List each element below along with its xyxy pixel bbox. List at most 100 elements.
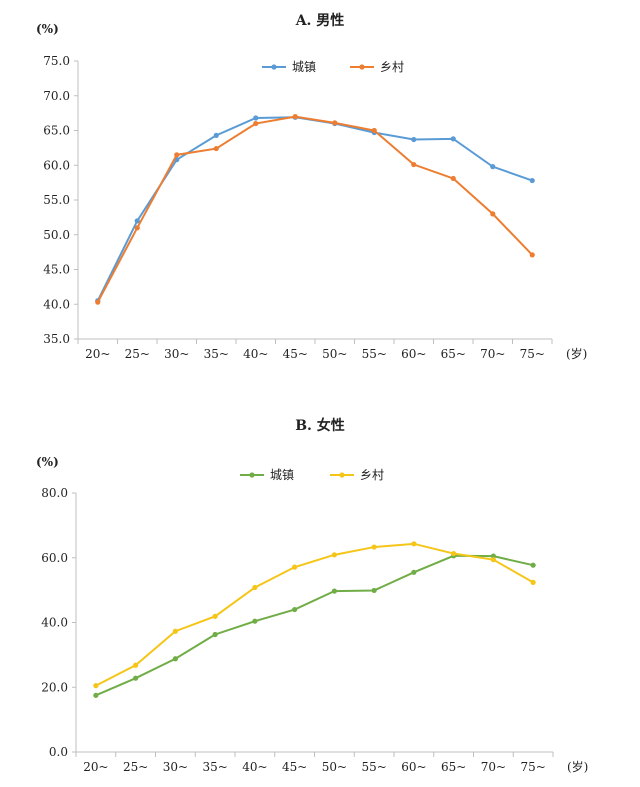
data-point	[134, 218, 140, 224]
x-tick-label: 25~	[123, 760, 148, 774]
legend-marker	[249, 472, 255, 478]
x-tick-label: 65~	[441, 347, 466, 361]
y-axis-unit: (%)	[36, 455, 59, 469]
data-point	[253, 120, 259, 127]
y-tick-label: 65.0	[43, 124, 70, 138]
y-tick-label: 35.0	[43, 332, 70, 346]
data-point	[172, 628, 178, 634]
x-axis-unit: (岁)	[567, 759, 588, 774]
data-point	[490, 557, 496, 563]
x-tick-label: 50~	[322, 347, 347, 361]
y-tick-label: 0.0	[49, 745, 68, 759]
x-tick-label: 40~	[242, 760, 267, 774]
x-tick-label: 65~	[441, 760, 466, 774]
data-point	[134, 225, 140, 231]
legend-label: 乡村	[380, 60, 404, 74]
data-point	[490, 164, 496, 170]
chart-panel-women: B. 女性 (%) 0.0 20.0 40.0 60.0 80.0 20~ 25~ 30~ 35…	[0, 405, 640, 787]
y-tick-label: 50.0	[43, 228, 70, 242]
data-point	[411, 541, 417, 547]
x-tick-label: 70~	[481, 760, 506, 774]
x-tick-label: 75~	[520, 347, 545, 361]
legend-marker	[339, 472, 345, 478]
data-point	[213, 132, 219, 138]
data-point	[490, 553, 496, 559]
y-axis-unit: (%)	[36, 22, 59, 36]
data-point	[212, 631, 218, 638]
data-point	[331, 552, 337, 558]
y-tick-label: 60.0	[43, 158, 70, 172]
data-point	[213, 145, 219, 152]
chart-men: 35.0 40.0 45.0 50.0 55.0 60.0 65.0 70.0 75.0 20~ 2…	[43, 54, 587, 361]
chart-title: B. 女性	[295, 418, 345, 434]
x-tick-label: 40~	[243, 347, 268, 361]
x-axis-unit: (岁)	[566, 346, 587, 361]
x-tick-label: 35~	[202, 760, 227, 774]
x-tick-label: 55~	[361, 760, 386, 774]
x-tick-label: 60~	[401, 347, 426, 361]
y-tick-label: 70.0	[43, 89, 70, 103]
data-point	[529, 177, 535, 184]
data-point	[451, 550, 457, 557]
data-point	[93, 692, 99, 698]
data-point	[133, 662, 139, 668]
data-point	[133, 675, 139, 681]
x-tick-label: 20~	[85, 347, 110, 361]
y-tick-label: 40.0	[41, 616, 68, 630]
data-point	[371, 544, 377, 550]
data-point	[450, 175, 456, 182]
y-tick-label: 55.0	[43, 193, 70, 207]
x-tick-label: 45~	[283, 347, 308, 361]
chart-panel-men: A. 男性 (%) 35.0 40.0 45.0 50.0 55.0 60.0 65.0 70…	[0, 0, 640, 390]
chart-women: 0.0 20.0 40.0 60.0 80.0 20~ 25~ 30~ 35~ 40~ 45~ 50~…	[41, 468, 588, 774]
data-point	[212, 613, 218, 619]
series-line	[96, 116, 533, 302]
data-point	[331, 588, 337, 594]
y-tick-label: 45.0	[43, 263, 70, 277]
x-tick-label: 30~	[163, 760, 188, 774]
data-point	[252, 584, 258, 591]
x-tick-label: 60~	[401, 760, 426, 774]
x-tick-label: 75~	[520, 760, 545, 774]
legend-marker	[271, 64, 277, 70]
data-point	[490, 211, 496, 217]
x-tick-label: 55~	[362, 347, 387, 361]
data-point	[252, 618, 258, 624]
y-tick-label: 20.0	[41, 680, 68, 694]
data-point	[95, 299, 101, 305]
y-tick-label: 40.0	[43, 297, 70, 311]
data-point	[450, 136, 456, 142]
legend-label: 乡村	[360, 468, 384, 482]
x-tick-label: 35~	[204, 347, 229, 361]
data-point	[371, 587, 377, 594]
x-tick-label: 20~	[83, 760, 108, 774]
legend-label: 城镇	[270, 468, 294, 482]
data-point	[332, 120, 338, 126]
legend-label: 城镇	[292, 60, 316, 74]
legend-marker	[359, 64, 365, 70]
chart-title: A. 男性	[295, 13, 345, 29]
y-tick-label: 60.0	[41, 551, 68, 565]
data-point	[411, 136, 417, 143]
x-tick-label: 50~	[322, 760, 347, 774]
x-tick-label: 25~	[125, 347, 150, 361]
x-tick-label: 30~	[164, 347, 189, 361]
data-point	[174, 152, 180, 158]
data-point	[253, 115, 259, 121]
data-point	[530, 562, 536, 568]
series-line	[95, 554, 534, 697]
series-line	[96, 115, 533, 303]
data-point	[172, 656, 178, 662]
series-line	[95, 542, 534, 687]
data-point	[292, 606, 298, 613]
data-point	[530, 579, 536, 585]
data-point	[371, 127, 377, 134]
data-point	[411, 161, 417, 168]
data-point	[292, 564, 298, 570]
data-point	[411, 569, 417, 575]
x-tick-label: 45~	[282, 760, 307, 774]
y-tick-label: 80.0	[41, 486, 68, 500]
data-point	[529, 252, 535, 258]
y-tick-label: 75.0	[43, 54, 70, 68]
data-point	[93, 683, 99, 689]
